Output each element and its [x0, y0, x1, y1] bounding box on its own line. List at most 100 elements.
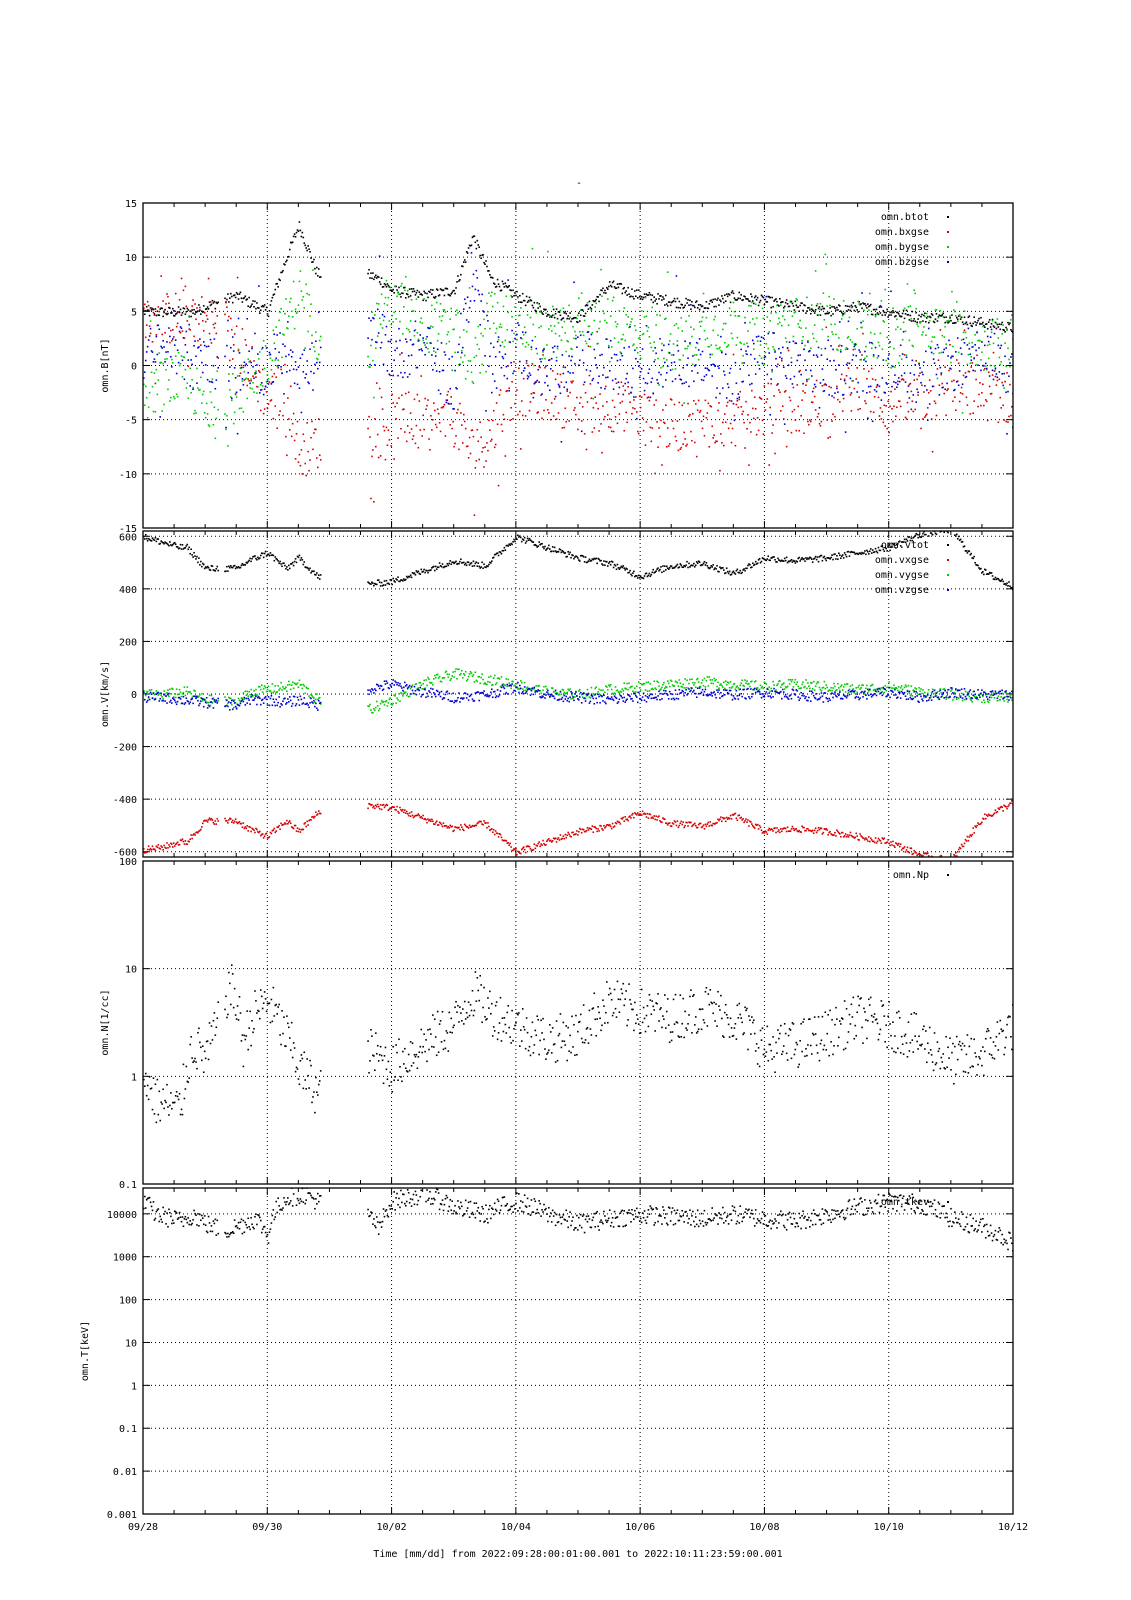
data-point [911, 359, 914, 362]
data-point [533, 301, 536, 304]
data-point [391, 583, 394, 586]
data-point [522, 333, 525, 336]
data-point [478, 348, 481, 350]
data-point [998, 323, 1001, 325]
data-point [897, 543, 899, 545]
data-point [256, 828, 258, 831]
data-point [722, 297, 724, 300]
data-point [976, 331, 978, 334]
data-point [452, 328, 454, 331]
data-point [592, 397, 595, 400]
data-point [195, 831, 197, 834]
data-point [631, 814, 633, 816]
data-point [290, 562, 293, 565]
data-point [868, 305, 870, 308]
data-point [663, 570, 665, 573]
data-point [819, 554, 822, 557]
data-point [973, 555, 975, 558]
data-point [451, 291, 453, 294]
data-point [272, 417, 275, 420]
data-point [629, 325, 631, 328]
data-point [271, 375, 274, 378]
data-point [831, 305, 833, 308]
data-point [729, 314, 732, 317]
data-point [687, 299, 689, 301]
data-point [554, 550, 557, 552]
data-point [284, 822, 286, 824]
data-point [314, 267, 316, 270]
data-point [268, 354, 271, 356]
data-point [661, 349, 663, 352]
data-point [877, 546, 880, 549]
data-point [433, 409, 436, 412]
data-point [571, 554, 573, 556]
data-point [515, 848, 517, 850]
data-point [601, 563, 603, 565]
data-point [213, 569, 216, 572]
data-point [796, 561, 799, 563]
data-point [518, 367, 520, 370]
data-point [747, 330, 749, 332]
data-point [874, 313, 877, 316]
data-point [199, 306, 201, 309]
data-point [252, 555, 254, 558]
data-point [1010, 328, 1012, 331]
data-point [561, 326, 564, 329]
data-point [563, 426, 566, 429]
data-point [610, 827, 613, 830]
data-point [245, 299, 248, 301]
data-point [886, 427, 888, 430]
data-point [758, 558, 761, 560]
data-point [526, 537, 529, 540]
panel-2: -600-400-2000200400600omn.V[km/s]omn.vto… [100, 530, 1014, 859]
data-point [149, 307, 152, 309]
data-point [495, 552, 498, 555]
data-point [372, 272, 374, 274]
data-point [587, 308, 590, 310]
data-point [602, 310, 604, 312]
data-point [911, 310, 914, 313]
data-point [305, 566, 307, 569]
data-point [761, 419, 764, 422]
data-point [608, 560, 611, 563]
data-point [857, 553, 859, 556]
data-point [972, 322, 974, 325]
data-point [390, 579, 393, 582]
data-point [751, 382, 753, 385]
data-point [157, 538, 160, 540]
data-point [423, 290, 425, 293]
data-point [615, 287, 618, 289]
data-point [654, 358, 656, 361]
data-point [278, 278, 280, 281]
data-point [567, 315, 569, 317]
data-point [624, 569, 626, 571]
data-point [383, 315, 386, 318]
data-point [726, 295, 729, 298]
data-point [809, 350, 811, 352]
data-point [788, 310, 791, 312]
data-point [686, 347, 688, 350]
data-point [504, 282, 507, 285]
data-point [449, 560, 452, 562]
data-point [971, 325, 974, 328]
data-point [714, 298, 716, 300]
data-point [452, 420, 454, 423]
data-point [760, 398, 763, 400]
data-point [1008, 581, 1010, 583]
data-point [973, 400, 975, 402]
data-point [875, 390, 878, 393]
data-point [517, 534, 519, 537]
data-point [978, 347, 980, 349]
data-point [680, 446, 683, 449]
data-point [259, 830, 261, 833]
data-points [143, 531, 1013, 857]
data-point [871, 313, 874, 316]
data-point [974, 334, 976, 336]
data-point [942, 386, 945, 389]
data-point [468, 564, 471, 566]
data-point [659, 435, 661, 438]
data-point [206, 413, 209, 415]
data-point [397, 291, 399, 293]
data-point [675, 275, 678, 277]
data-point [962, 323, 965, 326]
